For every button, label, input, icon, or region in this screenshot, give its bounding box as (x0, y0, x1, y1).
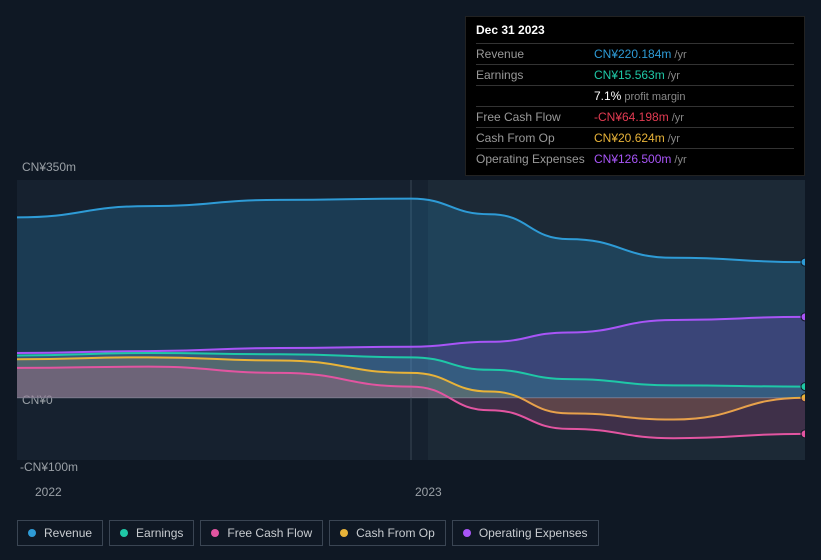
tooltip-row: Cash From OpCN¥20.624m/yr (476, 127, 794, 148)
series-endpoint-earnings (801, 383, 805, 391)
legend-label-earnings: Earnings (136, 526, 183, 540)
legend-item-fcf[interactable]: Free Cash Flow (200, 520, 323, 546)
series-endpoint-revenue (801, 258, 805, 266)
tooltip-row: 7.1%profit margin (476, 85, 794, 106)
tooltip-row-label: Operating Expenses (476, 152, 594, 166)
yaxis-tick-bottom: -CN¥100m (20, 460, 78, 474)
legend-label-fcf: Free Cash Flow (227, 526, 312, 540)
tooltip-row: EarningsCN¥15.563m/yr (476, 64, 794, 85)
series-endpoint-free-cash-flow (801, 430, 805, 438)
legend-dot-cfo (340, 529, 348, 537)
tooltip-row-value: CN¥126.500m/yr (594, 152, 794, 166)
tooltip-row-label: Cash From Op (476, 131, 594, 145)
legend-dot-fcf (211, 529, 219, 537)
legend: Revenue Earnings Free Cash Flow Cash Fro… (17, 520, 599, 546)
tooltip-row-label: Earnings (476, 68, 594, 82)
tooltip-date: Dec 31 2023 (476, 23, 794, 43)
area-chart[interactable] (17, 180, 805, 460)
legend-item-revenue[interactable]: Revenue (17, 520, 103, 546)
legend-item-opex[interactable]: Operating Expenses (452, 520, 599, 546)
legend-dot-earnings (120, 529, 128, 537)
tooltip-row-value: -CN¥64.198m/yr (594, 110, 794, 124)
tooltip-row-label: Revenue (476, 47, 594, 61)
legend-label-opex: Operating Expenses (479, 526, 588, 540)
tooltip-row: Free Cash Flow-CN¥64.198m/yr (476, 106, 794, 127)
tooltip-row-label: Free Cash Flow (476, 110, 594, 124)
xaxis-tick-2022: 2022 (35, 485, 62, 499)
legend-dot-opex (463, 529, 471, 537)
legend-label-revenue: Revenue (44, 526, 92, 540)
tooltip-row: Operating ExpensesCN¥126.500m/yr (476, 148, 794, 169)
legend-item-earnings[interactable]: Earnings (109, 520, 194, 546)
yaxis-tick-top: CN¥350m (22, 160, 76, 174)
tooltip-row-value: CN¥15.563m/yr (594, 68, 794, 82)
series-endpoint-operating-expenses (801, 313, 805, 321)
legend-dot-revenue (28, 529, 36, 537)
xaxis-tick-2023: 2023 (415, 485, 442, 499)
tooltip-row-label (476, 89, 594, 103)
tooltip-row-value: CN¥20.624m/yr (594, 131, 794, 145)
tooltip-row-value: 7.1%profit margin (594, 89, 794, 103)
legend-item-cfo[interactable]: Cash From Op (329, 520, 446, 546)
tooltip-row: RevenueCN¥220.184m/yr (476, 43, 794, 64)
legend-label-cfo: Cash From Op (356, 526, 435, 540)
tooltip-row-value: CN¥220.184m/yr (594, 47, 794, 61)
tooltip-panel: Dec 31 2023 RevenueCN¥220.184m/yrEarning… (465, 16, 805, 176)
